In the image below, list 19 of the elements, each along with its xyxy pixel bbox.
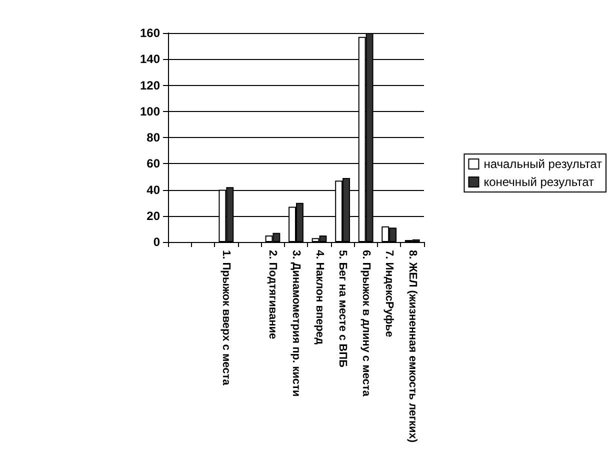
y-tick-label: 140 xyxy=(140,52,160,66)
legend-label: конечный результат xyxy=(484,175,594,189)
x-tick-label: 5. Бег на месте с ВПБ xyxy=(336,250,349,368)
x-tick-label: 4. Наклон вперед xyxy=(313,250,326,345)
y-tick-label: 60 xyxy=(146,156,160,171)
x-tick-label: 2. Подтягивание xyxy=(266,250,279,340)
x-tick-label: 6. Прыжок в длину с места xyxy=(360,250,372,398)
y-tick-label: 100 xyxy=(140,104,160,118)
x-tick-label: 1. Прыжок вверх с места xyxy=(220,250,232,386)
x-tick-label: 8. ЖЕЛ (жизненная емкость легких) xyxy=(406,250,418,443)
x-tick-label: 7. ИндексРуфье xyxy=(383,250,396,338)
y-tick-label: 40 xyxy=(146,182,160,197)
y-tick-label: 20 xyxy=(146,208,160,223)
y-tick-label: 0 xyxy=(153,235,160,249)
y-tick-label: 120 xyxy=(140,78,160,92)
y-tick-label: 80 xyxy=(146,130,160,144)
legend-label: начальный результат xyxy=(484,157,603,171)
y-tick-label: 160 xyxy=(140,26,160,40)
x-tick-label: 3. Динамометрия пр. кисти xyxy=(290,250,302,397)
